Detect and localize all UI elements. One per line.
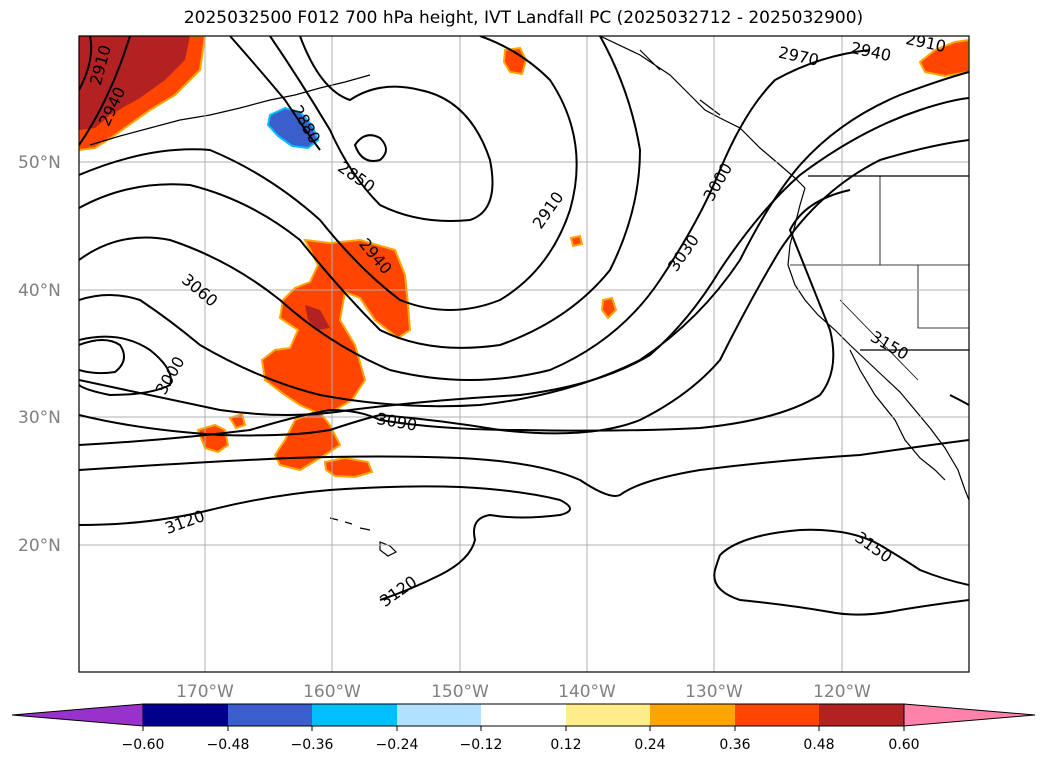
latitude-labels: 50°N 40°N 30°N 20°N bbox=[18, 153, 61, 556]
contour-3000-high bbox=[79, 339, 125, 375]
coastline-north-america bbox=[787, 187, 969, 501]
ivt-region-small-n bbox=[502, 46, 528, 76]
coastline-baja bbox=[849, 349, 946, 481]
ivt-region-central-core bbox=[305, 305, 330, 330]
colorbar-tick-label: −0.36 bbox=[291, 737, 334, 753]
ivt-region-central bbox=[260, 238, 412, 472]
ivt-region-ne bbox=[918, 38, 969, 78]
border-states bbox=[790, 176, 969, 381]
colorbar-tick-label: −0.60 bbox=[122, 737, 165, 753]
lon-label: 130°W bbox=[685, 682, 743, 702]
contour-2940 bbox=[79, 36, 642, 349]
contour-3030 bbox=[79, 97, 969, 416]
colorbar-segment bbox=[650, 704, 735, 726]
colorbar-tick-label: 0.48 bbox=[803, 737, 834, 753]
contour-2850-low bbox=[353, 134, 387, 162]
ivt-shading bbox=[79, 36, 969, 479]
contour-2850 bbox=[269, 36, 494, 222]
colorbar-segment bbox=[819, 704, 904, 726]
lon-label: 170°W bbox=[176, 682, 234, 702]
contour-2970 bbox=[79, 49, 871, 381]
coastlines bbox=[89, 36, 969, 557]
contour-2910 bbox=[79, 36, 578, 311]
colorbar-tick-label: 0.12 bbox=[550, 737, 581, 753]
colorbar-ticks bbox=[142, 726, 905, 731]
colorbar-segment bbox=[228, 704, 312, 726]
contour-2880 bbox=[229, 36, 321, 151]
contour-2940-nw bbox=[79, 36, 131, 146]
lon-label: 150°W bbox=[431, 682, 489, 702]
longitude-labels: 170°W 160°W 150°W 140°W 130°W 120°W bbox=[176, 682, 871, 702]
colorbar-tick-label: 0.24 bbox=[634, 737, 665, 753]
map-title: 2025032500 F012 700 hPa height, IVT Land… bbox=[183, 8, 864, 28]
colorbar-segment bbox=[397, 704, 481, 726]
lat-label: 40°N bbox=[18, 281, 61, 301]
colorbar: −0.60 −0.48 −0.36 −0.24 −0.12 0.12 0.24 … bbox=[11, 703, 1036, 753]
lat-label: 20°N bbox=[18, 536, 61, 556]
colorbar-segment bbox=[481, 704, 566, 726]
height-contours bbox=[79, 36, 969, 616]
lat-label: 50°N bbox=[18, 153, 61, 173]
colorbar-segment bbox=[566, 704, 650, 726]
colorbar-outline bbox=[142, 703, 905, 727]
coastline-alaska bbox=[599, 36, 806, 189]
map-frame bbox=[78, 35, 970, 673]
colorbar-tick-label: −0.12 bbox=[460, 737, 503, 753]
ivt-region-hawaii-n bbox=[323, 456, 374, 479]
colorbar-extend-min bbox=[11, 703, 144, 727]
colorbar-tick-label: −0.24 bbox=[376, 737, 419, 753]
lat-label: 30°N bbox=[18, 408, 61, 428]
contour-3120-south bbox=[79, 394, 969, 601]
colorbar-tick-label: 0.60 bbox=[888, 737, 919, 753]
contour-3150-south bbox=[713, 528, 969, 616]
colorbar-tick-label: −0.48 bbox=[207, 737, 250, 753]
ivt-region-small-e2 bbox=[569, 234, 584, 248]
colorbar-segment bbox=[735, 704, 819, 726]
colorbar-segment bbox=[143, 704, 228, 726]
contour-3090 bbox=[79, 189, 851, 446]
colorbar-segment bbox=[312, 704, 397, 726]
ivt-region-nw-core bbox=[79, 36, 190, 130]
lon-label: 120°W bbox=[813, 682, 871, 702]
hawaii-islands bbox=[329, 517, 398, 557]
colorbar-tick-label: 0.36 bbox=[719, 737, 750, 753]
gridlines bbox=[79, 36, 969, 672]
lon-label: 160°W bbox=[303, 682, 361, 702]
contour-3120-north bbox=[79, 439, 969, 497]
contour-2910-nw bbox=[79, 36, 93, 91]
map-panel: 2910 2940 2880 2850 2910 2940 3000 3030 … bbox=[79, 36, 969, 672]
ivt-region-small-e bbox=[600, 296, 618, 320]
lon-label: 140°W bbox=[558, 682, 616, 702]
colorbar-extend-max bbox=[903, 703, 1036, 727]
